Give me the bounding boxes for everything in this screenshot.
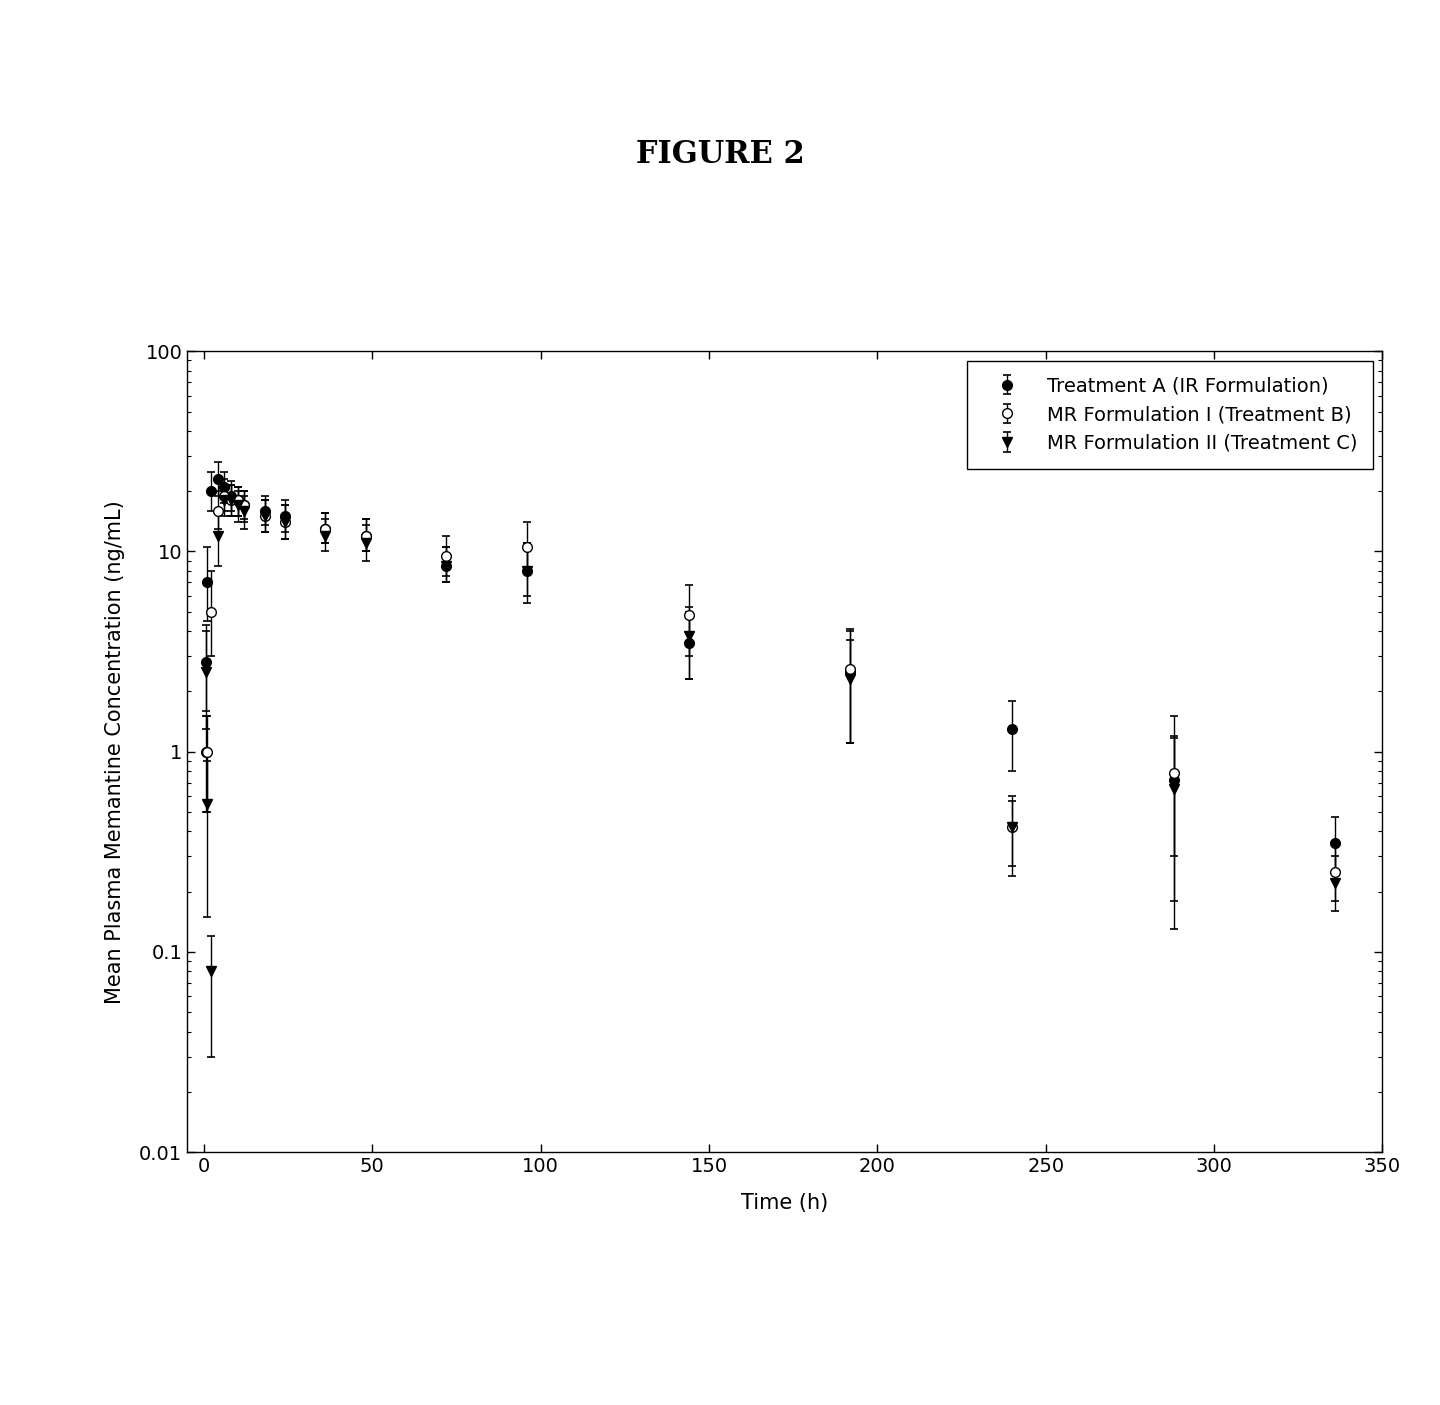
Text: FIGURE 2: FIGURE 2: [635, 139, 805, 170]
Legend: Treatment A (IR Formulation), MR Formulation I (Treatment B), MR Formulation II : Treatment A (IR Formulation), MR Formula…: [966, 361, 1372, 468]
X-axis label: Time (h): Time (h): [742, 1193, 828, 1213]
Y-axis label: Mean Plasma Memantine Concentration (ng/mL): Mean Plasma Memantine Concentration (ng/…: [105, 500, 125, 1003]
